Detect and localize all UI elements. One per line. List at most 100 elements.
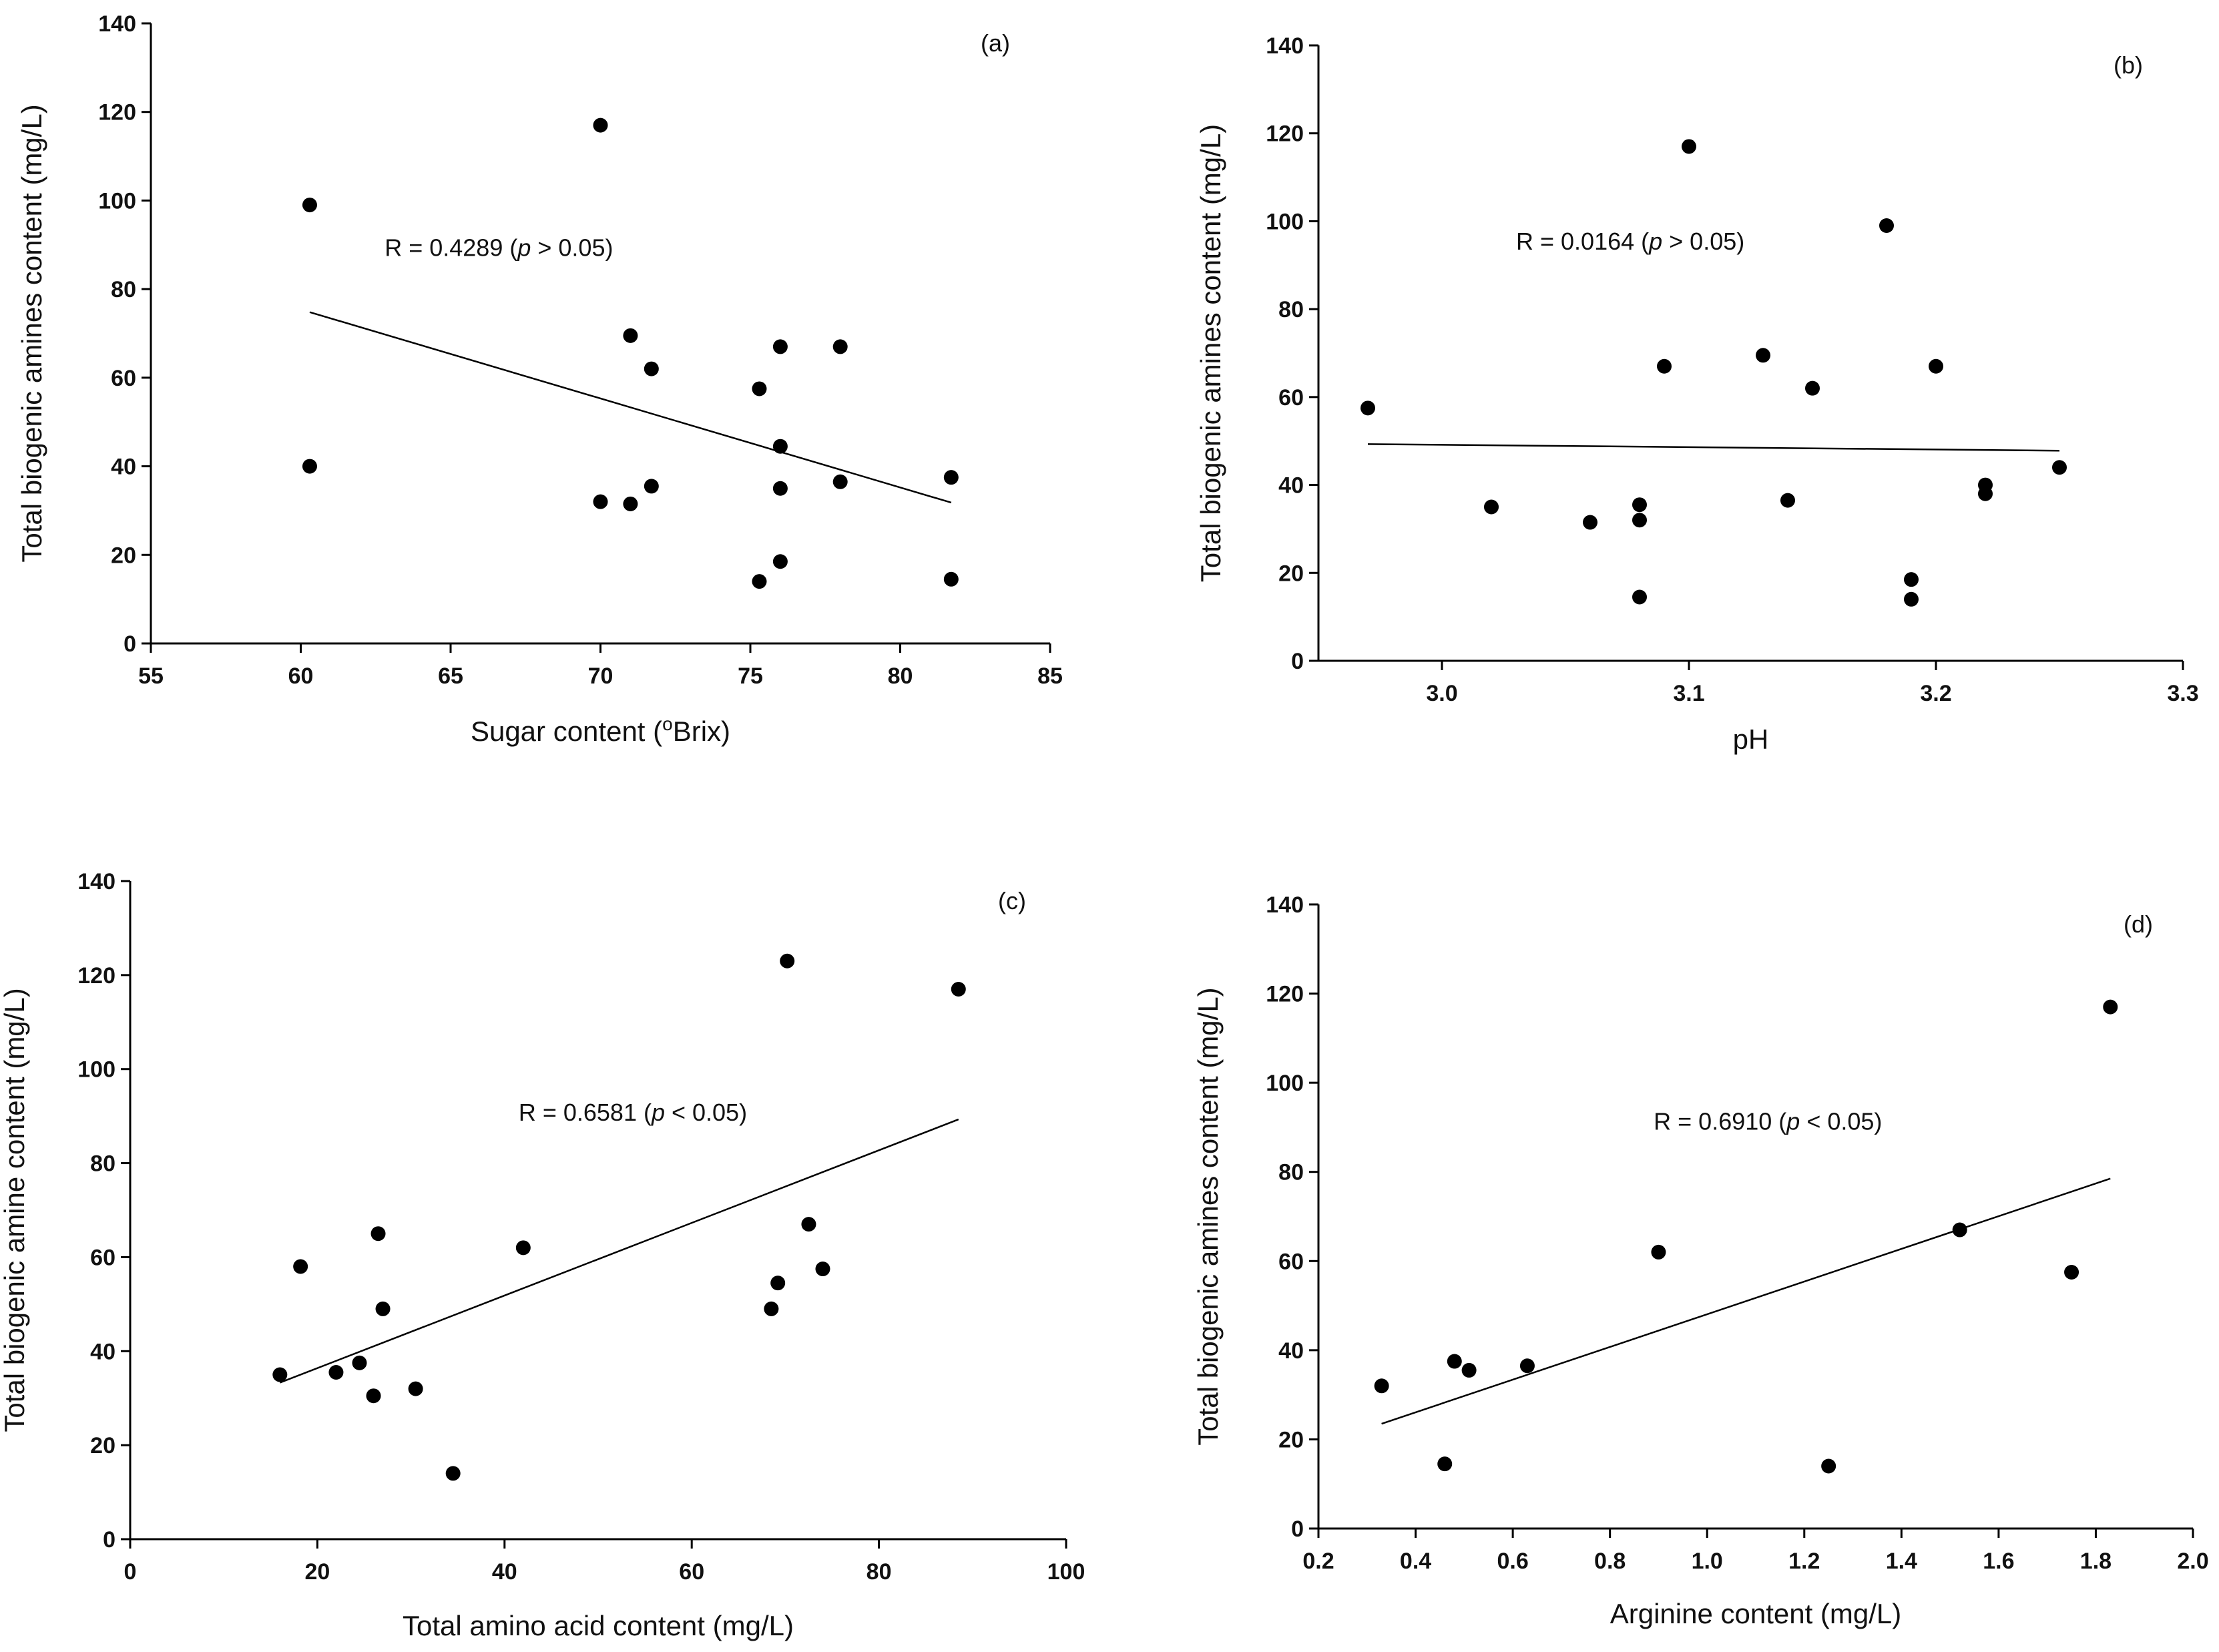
panel-label: (d): [2124, 910, 2153, 938]
data-point: [1978, 486, 1993, 501]
data-point: [1632, 513, 1647, 528]
data-point: [352, 1355, 367, 1370]
x-tick-label: 20: [304, 1559, 330, 1585]
x-tick-label: 3.3: [2167, 681, 2198, 706]
data-point: [1447, 1354, 1462, 1369]
data-point: [1682, 139, 1696, 154]
x-axis-title: Arginine content (mg/L): [1610, 1598, 1902, 1629]
chart-panel-d: 0 20 40 60 80 100 120 140 0.2 0.4 0.6 0.8 1.0 1.2 1.4 1…: [1192, 892, 2209, 1629]
data-point: [1952, 1222, 1967, 1237]
x-tick-label: 80: [888, 663, 913, 689]
x-axis-title: pH: [1733, 724, 1769, 755]
data-point: [772, 554, 788, 569]
data-point: [515, 1240, 531, 1256]
data-point: [1651, 1244, 1666, 1260]
x-tick-label: 0.6: [1497, 1549, 1528, 1574]
x-tick-label: 40: [492, 1559, 517, 1585]
data-point: [832, 339, 848, 354]
data-point: [1929, 358, 1943, 374]
y-tick-label: 20: [111, 543, 136, 568]
x-tick-label: 0.2: [1302, 1549, 1334, 1574]
data-point: [1805, 380, 1820, 396]
x-tick-label: 75: [738, 663, 763, 689]
x-tick-label: 85: [1037, 663, 1063, 689]
y-tick-label: 40: [1278, 1338, 1304, 1364]
data-point: [780, 953, 795, 969]
data-point: [272, 1367, 288, 1382]
correlation-annotation: R = 0.6910 (p < 0.05): [1654, 1107, 1882, 1135]
data-point: [1657, 358, 1672, 374]
regression-line: [279, 1118, 959, 1384]
y-tick-label: 120: [98, 100, 136, 125]
data-point: [371, 1226, 386, 1242]
data-point: [770, 1276, 786, 1291]
data-point: [815, 1262, 830, 1277]
data-point: [302, 198, 317, 213]
x-tick-label: 0.8: [1594, 1549, 1626, 1574]
data-point: [2103, 999, 2118, 1015]
y-tick-label: 20: [1278, 561, 1304, 586]
x-tick-label: 70: [588, 663, 613, 689]
data-point: [375, 1301, 391, 1316]
y-tick-label: 120: [1266, 121, 1304, 147]
data-point: [752, 381, 767, 396]
x-tick-label: 100: [1047, 1559, 1085, 1585]
x-tick-label: 0.4: [1400, 1549, 1431, 1574]
data-point: [1780, 493, 1795, 508]
data-point: [1879, 218, 1894, 234]
chart-panel-b: 0 20 40 60 80 100 120 140 3.0 3.1 3.2 3.3 pH Total bi…: [1195, 33, 2199, 755]
y-tick-label: 40: [1278, 473, 1304, 499]
y-tick-label: 0: [103, 1527, 115, 1553]
x-tick-label: 60: [288, 663, 314, 689]
x-tick-label: 3.0: [1426, 681, 1457, 706]
y-axis-title: Total biogenic amines content (mg/L): [1195, 124, 1226, 582]
data-point: [772, 339, 788, 354]
data-point: [1519, 1358, 1535, 1374]
data-point: [408, 1381, 423, 1396]
data-point: [951, 981, 966, 997]
panel-label: (c): [998, 887, 1026, 914]
data-point: [772, 481, 788, 496]
data-point: [772, 439, 788, 454]
x-axis-title: Total amino acid content (mg/L): [403, 1610, 794, 1641]
y-tick-label: 60: [111, 366, 136, 391]
y-axis-title: Total biogenic amine content (mg/L): [0, 988, 30, 1432]
y-axis-title: Total biogenic amines content (mg/L): [16, 104, 47, 562]
data-point: [943, 571, 959, 587]
x-tick-label: 1.0: [1692, 1549, 1723, 1574]
y-tick-label: 100: [77, 1057, 115, 1083]
x-tick-label: 1.6: [1983, 1549, 2014, 1574]
y-tick-label: 20: [90, 1433, 115, 1458]
x-tick-label: 1.2: [1788, 1549, 1820, 1574]
panel-label: (a): [981, 29, 1010, 57]
x-tick-label: 55: [138, 663, 164, 689]
chart-panel-a: 0 20 40 60 80 100 120 140 55 60 65 70 75 80 85 Sugar co…: [16, 11, 1063, 747]
y-tick-label: 140: [77, 869, 115, 894]
x-tick-label: 1.4: [1886, 1549, 1917, 1574]
x-tick-label: 2.0: [2177, 1549, 2208, 1574]
x-tick-label: 1.8: [2080, 1549, 2112, 1574]
y-tick-label: 80: [90, 1151, 115, 1177]
data-point: [2064, 1264, 2079, 1280]
data-point: [1756, 348, 1770, 363]
data-point: [2052, 460, 2067, 475]
data-point: [1361, 400, 1375, 416]
data-point: [1461, 1362, 1477, 1378]
x-tick-label: 80: [867, 1559, 892, 1585]
data-point: [1484, 499, 1499, 515]
y-tick-label: 120: [1266, 982, 1304, 1007]
data-point: [1821, 1458, 1836, 1474]
regression-line: [309, 311, 952, 504]
x-tick-label: 65: [438, 663, 463, 689]
y-tick-label: 0: [1291, 1517, 1304, 1542]
y-tick-label: 80: [1278, 1160, 1304, 1185]
y-tick-label: 140: [98, 11, 136, 37]
data-point: [623, 328, 638, 343]
y-tick-label: 40: [90, 1339, 115, 1364]
y-tick-label: 60: [90, 1245, 115, 1270]
data-point: [293, 1259, 308, 1274]
x-tick-label: 0: [124, 1559, 137, 1585]
data-point: [752, 574, 767, 589]
data-point: [623, 496, 638, 511]
